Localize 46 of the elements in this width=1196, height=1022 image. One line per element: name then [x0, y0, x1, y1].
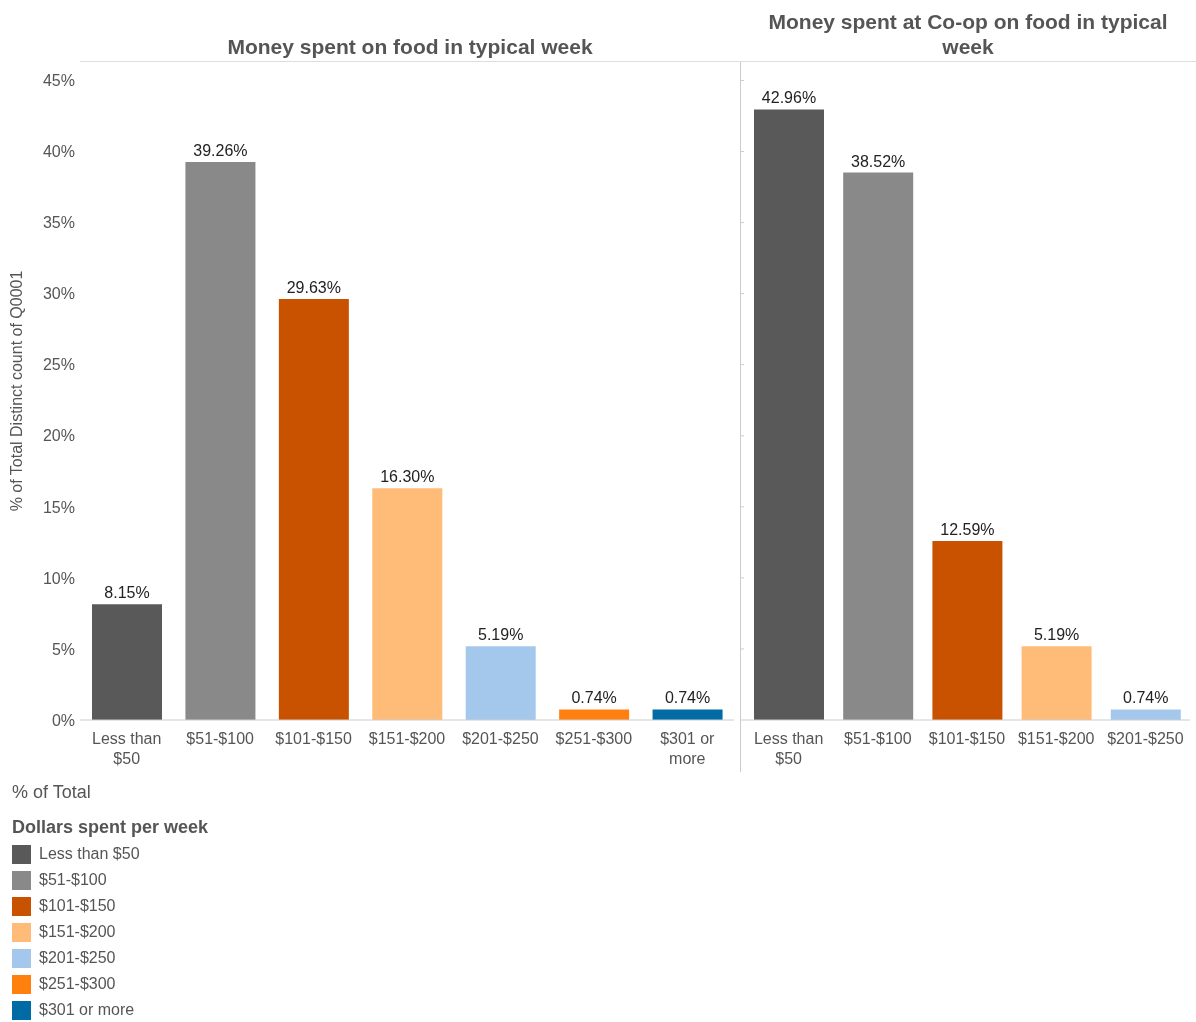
x-tick-label: $201-$250 [1107, 730, 1184, 747]
y-tick-label: 10% [42, 569, 75, 587]
y-axis-title: % of Total Distinct count of Q0001 [7, 270, 25, 512]
y-tick-label: 20% [42, 427, 75, 445]
x-tick-label: $151-$200 [368, 730, 446, 747]
legend-label: $201-$250 [39, 949, 116, 967]
x-tick-label: $251-$300 [555, 730, 633, 747]
data-label: 39.26% [193, 142, 248, 160]
data-label: 42.96% [761, 89, 817, 107]
data-label: 8.15% [104, 584, 150, 602]
legend-label: $151-$200 [39, 923, 116, 941]
x-tick-label: $201-$250 [462, 730, 539, 747]
data-label: 5.19% [478, 626, 524, 644]
x-tick-label: $151-$200 [1017, 730, 1095, 747]
data-label: 0.74% [571, 689, 617, 707]
x-tick-label: Less than $50 [753, 730, 824, 767]
legend-title: Dollars spent per week [12, 817, 210, 838]
data-label: 16.30% [380, 468, 435, 486]
x-tick-label: $51-$100 [186, 730, 255, 747]
x-tick-label: $101-$150 [928, 730, 1006, 747]
legend-label: $251-$300 [39, 975, 116, 993]
data-label: 0.74% [1123, 689, 1169, 707]
legend-label: Less than $50 [39, 845, 140, 863]
x-tick-label: $51-$100 [843, 730, 912, 747]
legend-label: $101-$150 [39, 897, 116, 915]
y-tick-label: 30% [42, 285, 75, 303]
chart-title: Money spent at Co-op on food in typical week [740, 8, 1196, 62]
y-tick-label: 15% [42, 498, 75, 516]
data-label: 29.63% [286, 278, 341, 296]
y-tick-label: 35% [42, 214, 75, 232]
x-tick-label: Less than $50 [92, 730, 162, 767]
x-tick-label: $301 or more [660, 730, 716, 767]
data-label: 5.19% [1033, 626, 1080, 644]
legend-label: $51-$100 [39, 871, 107, 889]
data-label: 38.52% [851, 152, 906, 170]
y-tick-label: 45% [42, 72, 75, 90]
y-tick-label: 40% [42, 143, 75, 161]
y-tick-label: 25% [42, 356, 75, 374]
legend-label: $301 or more [39, 1001, 135, 1019]
y-tick-label: 0% [51, 711, 75, 729]
text: % of Total [12, 782, 92, 803]
y-tick-label: 5% [51, 640, 75, 658]
data-label: 12.59% [940, 521, 995, 539]
x-tick-label: $101-$150 [275, 730, 352, 747]
data-label: 0.74% [664, 689, 711, 707]
chart-title: Money spent on food in typical week [80, 8, 740, 62]
